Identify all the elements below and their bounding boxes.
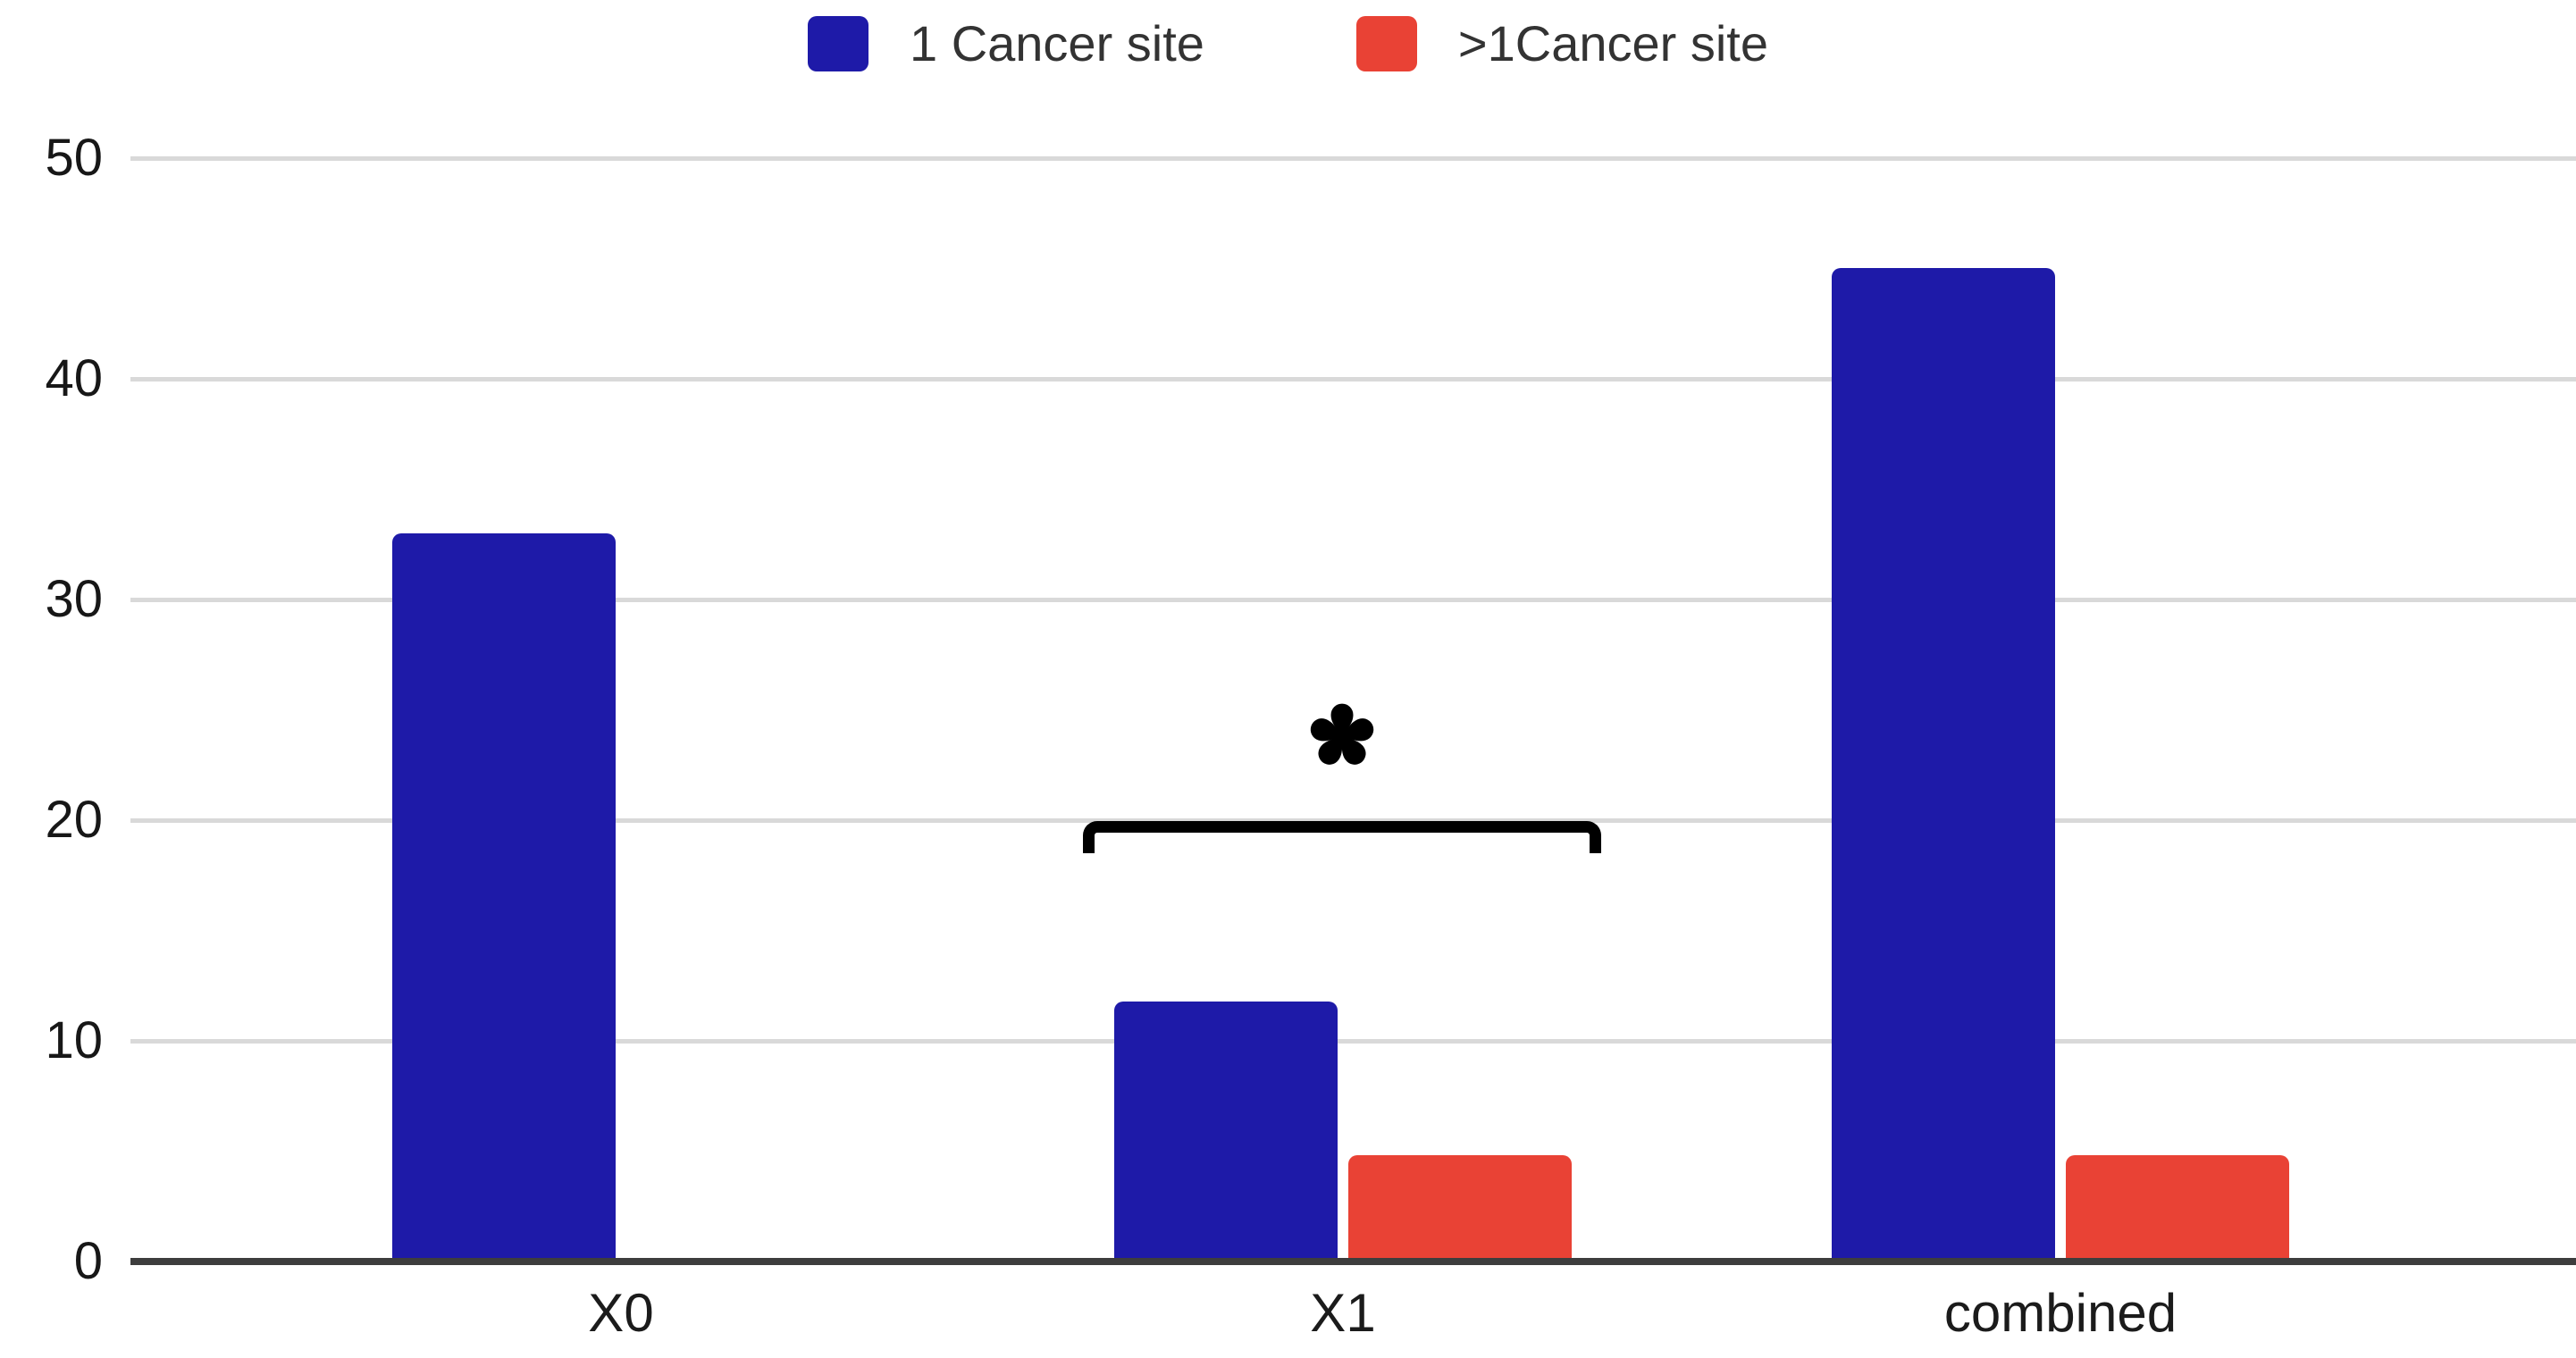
legend-item-gt1-cancer-site: >1Cancer site <box>1355 15 1768 71</box>
gridline-y-10 <box>130 1039 2576 1044</box>
legend-label: >1Cancer site <box>1457 15 1768 71</box>
bar-combined-1-cancer-site <box>1832 268 2055 1262</box>
bar-combined-gt1-cancer-site <box>2066 1155 2289 1262</box>
legend: 1 Cancer site >1Cancer site <box>0 16 2576 71</box>
gridline-y-20 <box>130 818 2576 823</box>
bar-X1-gt1-cancer-site <box>1348 1155 1572 1262</box>
bar-X1-1-cancer-site <box>1114 1002 1338 1262</box>
legend-label: 1 Cancer site <box>909 15 1204 71</box>
x-tick-label-X1: X1 <box>1310 1283 1376 1343</box>
legend-swatch-red <box>1355 16 1417 71</box>
gridline-y-40 <box>130 377 2576 381</box>
y-tick-label: 0 <box>73 1232 103 1290</box>
y-tick-label: 30 <box>45 570 103 628</box>
y-tick-label: 20 <box>45 791 103 849</box>
x-axis-line <box>130 1258 2576 1265</box>
x-tick-label-combined: combined <box>1943 1283 2177 1343</box>
y-tick-label: 10 <box>45 1011 103 1069</box>
gridline-y-30 <box>130 598 2576 602</box>
legend-item-1-cancer-site: 1 Cancer site <box>807 15 1204 71</box>
gridline-y-50 <box>130 156 2576 161</box>
significance-asterisk <box>1310 703 1374 765</box>
bar-X0-1-cancer-site <box>392 533 616 1262</box>
significance-bracket <box>1083 821 1601 853</box>
y-tick-label: 40 <box>45 349 103 407</box>
y-tick-label: 50 <box>45 129 103 187</box>
legend-swatch-blue <box>807 16 868 71</box>
x-tick-label-X0: X0 <box>588 1283 654 1343</box>
